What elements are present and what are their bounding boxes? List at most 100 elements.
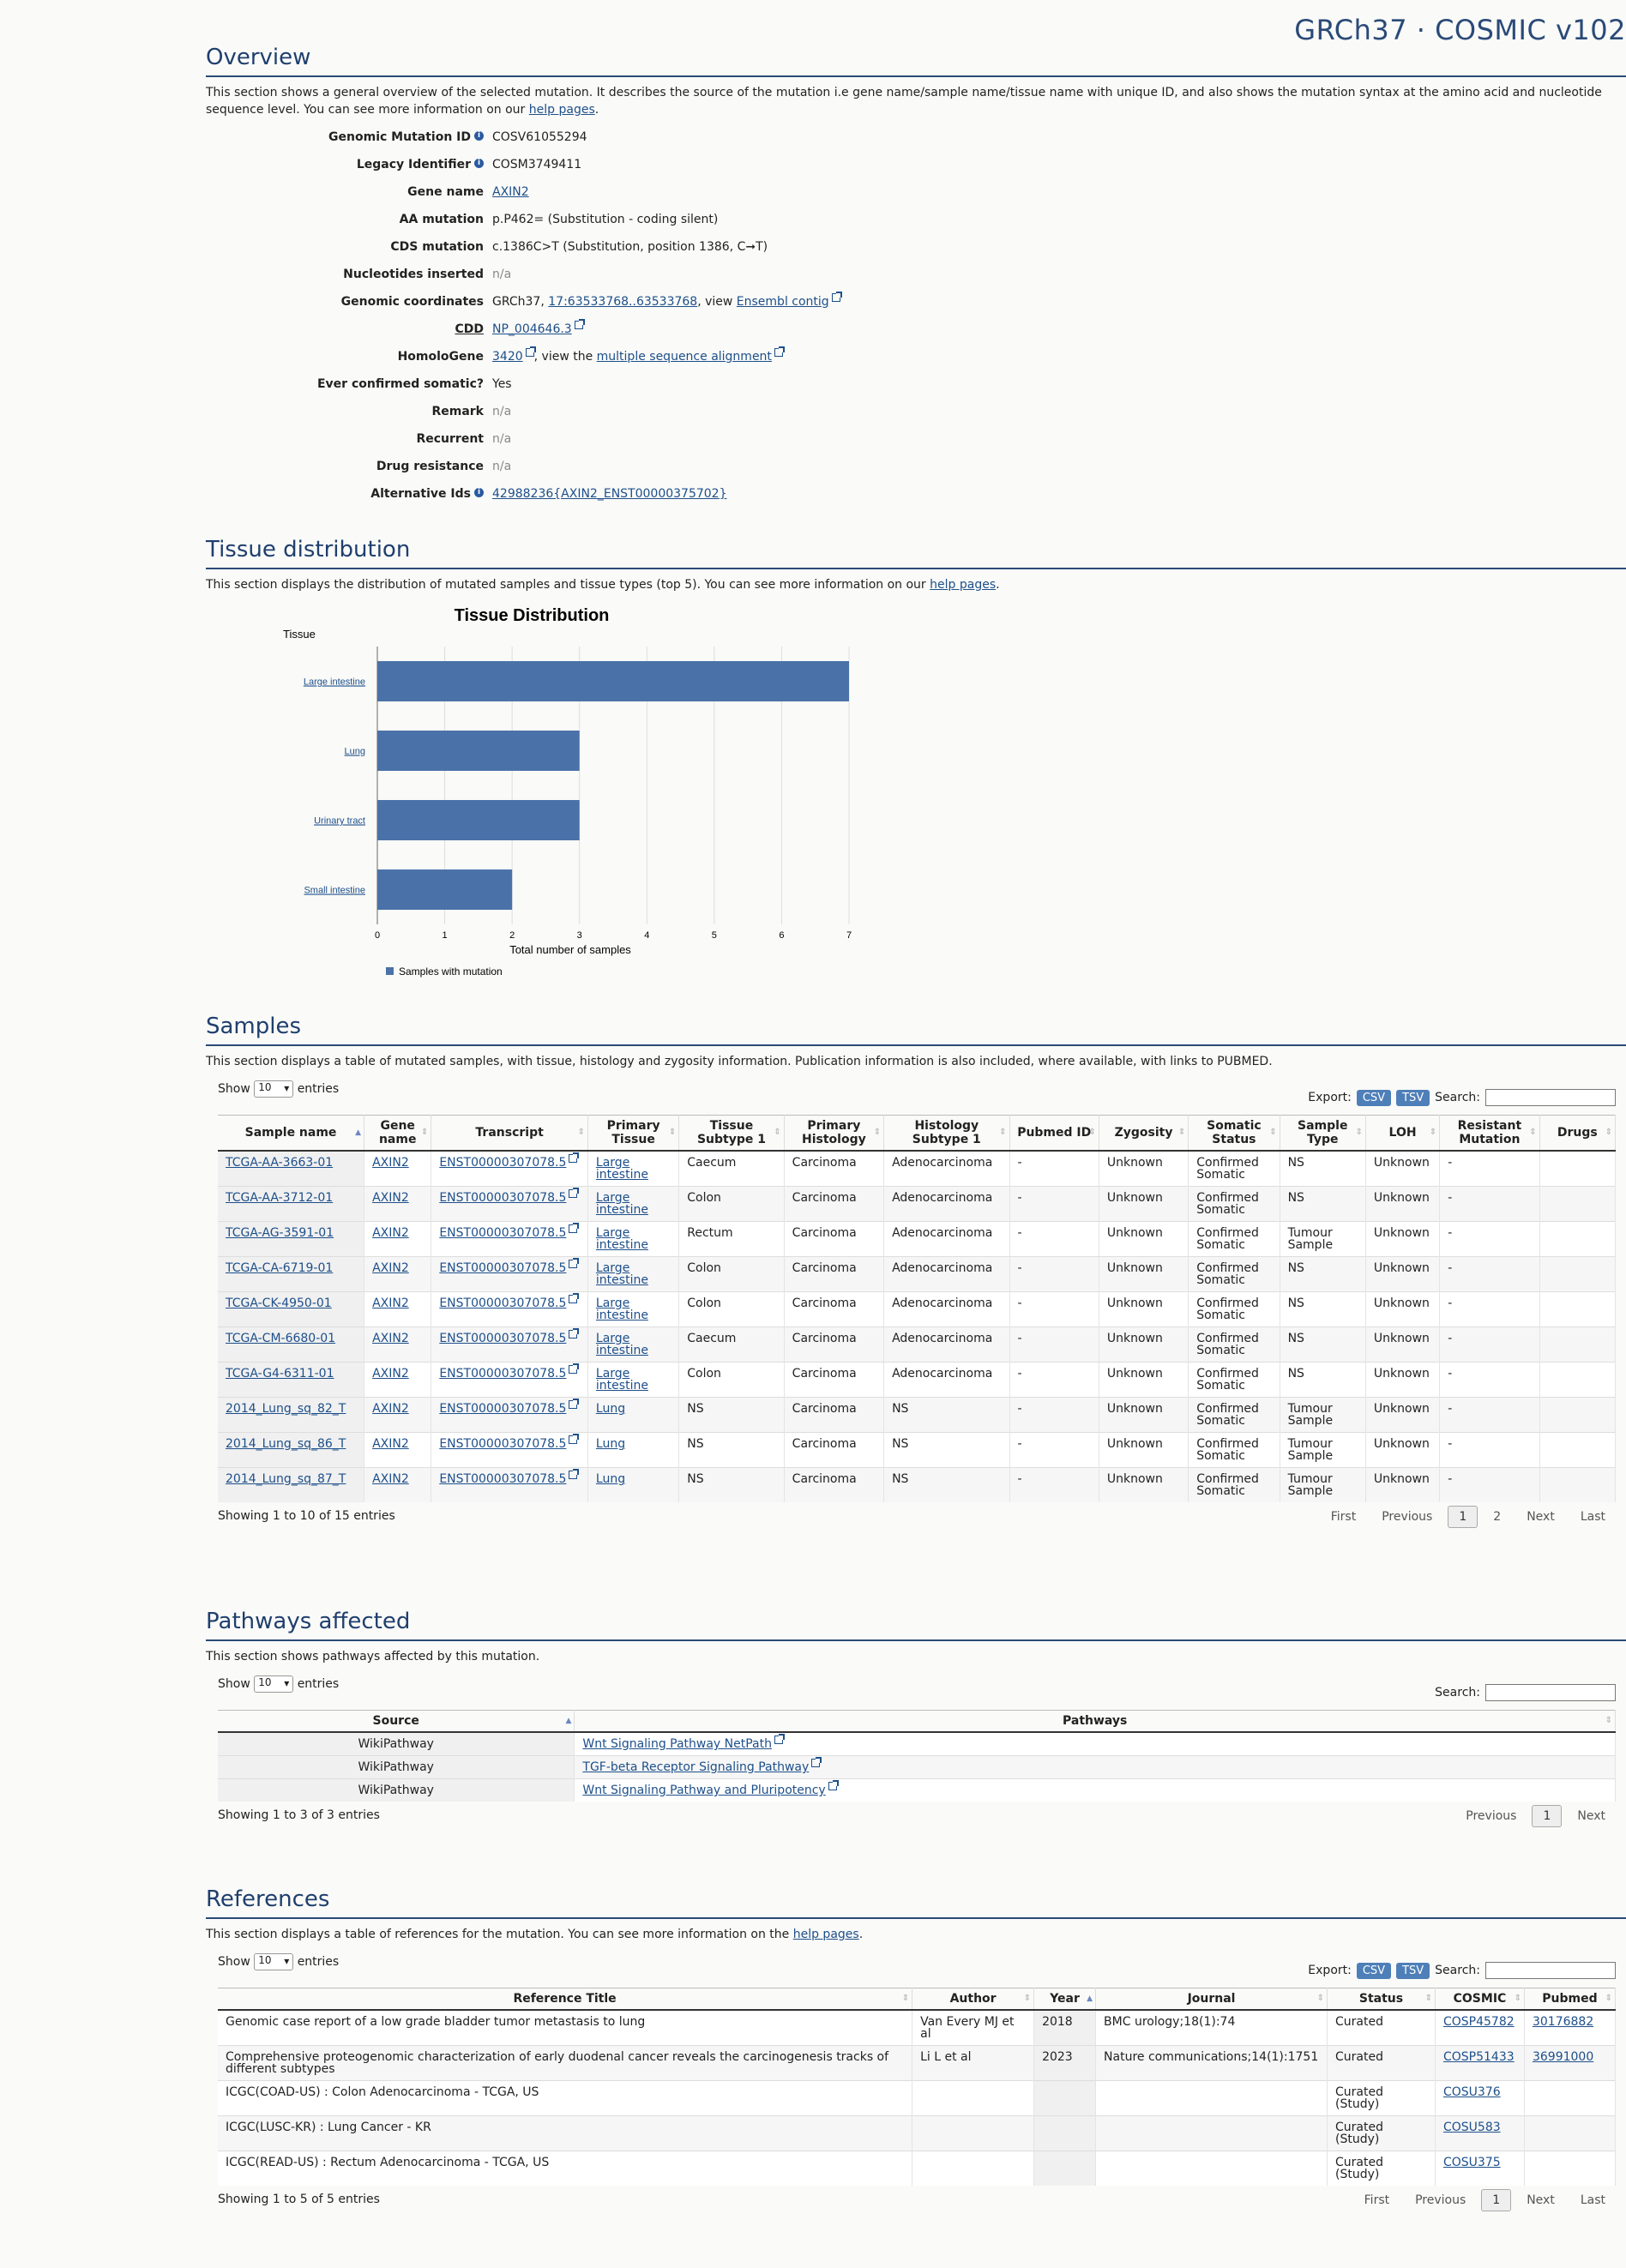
page-next-button[interactable]: Next bbox=[1527, 2193, 1555, 2207]
column-header-primary-histology[interactable]: Primary Histology bbox=[784, 1115, 885, 1152]
column-header-transcript[interactable]: Transcript bbox=[431, 1115, 588, 1152]
cell-link-gene-name[interactable]: AXIN2 bbox=[372, 1191, 409, 1205]
column-header-somatic-status[interactable]: Somatic Status bbox=[1188, 1115, 1280, 1152]
page-1-button[interactable]: 1 bbox=[1448, 1506, 1478, 1528]
cell-link-sample-name[interactable]: TCGA-CA-6719-01 bbox=[226, 1261, 334, 1275]
cell-link-sample-name[interactable]: TCGA-CM-6680-01 bbox=[226, 1332, 336, 1345]
info-icon[interactable]: i bbox=[474, 488, 484, 497]
page-first-button[interactable]: First bbox=[1364, 2193, 1390, 2207]
homologene-link[interactable]: 3420 bbox=[492, 350, 523, 364]
cell-link-transcript[interactable]: ENST00000307078.5 bbox=[439, 1402, 567, 1416]
page-previous-button[interactable]: Previous bbox=[1466, 1809, 1517, 1823]
column-header-year[interactable]: Year bbox=[1033, 1988, 1097, 2011]
y-tick-label[interactable]: Small intestine bbox=[304, 886, 365, 896]
y-tick-label[interactable]: Lung bbox=[345, 747, 365, 757]
page-next-button[interactable]: Next bbox=[1527, 1510, 1555, 1524]
entries-select[interactable]: 10 bbox=[254, 1953, 294, 1970]
page-1-button[interactable]: 1 bbox=[1532, 1805, 1563, 1827]
cell-link-primary-tissue[interactable]: Large intestine bbox=[595, 1191, 648, 1217]
column-header-author[interactable]: Author bbox=[912, 1988, 1035, 2011]
cell-link-gene-name[interactable]: AXIN2 bbox=[372, 1296, 409, 1310]
column-header-sample-name[interactable]: Sample name bbox=[218, 1115, 365, 1152]
column-header-drugs[interactable]: Drugs bbox=[1539, 1115, 1617, 1152]
cell-link-cosmic[interactable]: COSU375 bbox=[1442, 2156, 1501, 2169]
cdd-link[interactable]: NP_004646.3 bbox=[492, 322, 572, 336]
cell-link-gene-name[interactable]: AXIN2 bbox=[372, 1437, 409, 1451]
column-header-histology-subtype-1[interactable]: Histology Subtype 1 bbox=[883, 1115, 1010, 1152]
bar-urinary-tract[interactable] bbox=[377, 800, 580, 840]
cell-link-gene-name[interactable]: AXIN2 bbox=[372, 1402, 409, 1416]
cell-link-pubmed[interactable]: 36991000 bbox=[1532, 2050, 1594, 2064]
y-tick-label[interactable]: Urinary tract bbox=[314, 816, 365, 827]
cell-link-sample-name[interactable]: TCGA-CK-4950-01 bbox=[226, 1296, 332, 1310]
references-search-input[interactable] bbox=[1485, 1962, 1616, 1979]
column-header-zygosity[interactable]: Zygosity bbox=[1099, 1115, 1189, 1152]
info-icon[interactable]: i bbox=[474, 159, 484, 168]
column-header-resistant-mutation[interactable]: Resistant Mutation bbox=[1439, 1115, 1540, 1152]
cell-link-sample-name[interactable]: 2014_Lung_sq_82_T bbox=[226, 1402, 346, 1416]
cell-link-sample-name[interactable]: TCGA-G4-6311-01 bbox=[226, 1367, 334, 1381]
cell-link-primary-tissue[interactable]: Large intestine bbox=[595, 1296, 648, 1322]
bar-small-intestine[interactable] bbox=[377, 869, 513, 910]
cell-link-transcript[interactable]: ENST00000307078.5 bbox=[439, 1226, 567, 1240]
msa-link[interactable]: multiple sequence alignment bbox=[596, 350, 772, 364]
csv-export-button[interactable]: CSV bbox=[1356, 1962, 1392, 1979]
help-pages-link[interactable]: help pages bbox=[930, 578, 997, 592]
page-last-button[interactable]: Last bbox=[1580, 2193, 1605, 2207]
samples-search-input[interactable] bbox=[1485, 1089, 1616, 1106]
y-tick-label[interactable]: Large intestine bbox=[304, 677, 365, 688]
info-icon[interactable]: i bbox=[474, 131, 484, 141]
cell-link-transcript[interactable]: ENST00000307078.5 bbox=[439, 1367, 567, 1381]
cell-link-primary-tissue[interactable]: Large intestine bbox=[595, 1332, 648, 1357]
column-header-pathways[interactable]: Pathways bbox=[574, 1710, 1616, 1733]
column-header-primary-tissue[interactable]: Primary Tissue bbox=[587, 1115, 680, 1152]
cell-link-sample-name[interactable]: TCGA-AG-3591-01 bbox=[226, 1226, 334, 1240]
page-1-button[interactable]: 1 bbox=[1481, 2189, 1512, 2211]
cell-link-transcript[interactable]: ENST00000307078.5 bbox=[439, 1296, 567, 1310]
cell-link-primary-tissue[interactable]: Lung bbox=[595, 1472, 626, 1486]
pathways-search-input[interactable] bbox=[1485, 1684, 1616, 1701]
column-header-journal[interactable]: Journal bbox=[1095, 1988, 1328, 2011]
cell-link-gene-name[interactable]: AXIN2 bbox=[372, 1332, 409, 1345]
cell-link-primary-tissue[interactable]: Large intestine bbox=[595, 1367, 648, 1393]
help-pages-link[interactable]: help pages bbox=[528, 103, 595, 117]
tsv-export-button[interactable]: TSV bbox=[1396, 1089, 1430, 1106]
alternative-ids-link[interactable]: 42988236{AXIN2_ENST00000375702} bbox=[492, 487, 727, 501]
column-header-sample-type[interactable]: Sample Type bbox=[1280, 1115, 1366, 1152]
cell-link-transcript[interactable]: ENST00000307078.5 bbox=[439, 1261, 567, 1275]
csv-export-button[interactable]: CSV bbox=[1356, 1089, 1392, 1106]
entries-select[interactable]: 10 bbox=[254, 1675, 294, 1693]
help-pages-link[interactable]: help pages bbox=[792, 1928, 859, 1941]
entries-select[interactable]: 10 bbox=[254, 1080, 294, 1098]
cell-link-gene-name[interactable]: AXIN2 bbox=[372, 1472, 409, 1486]
cell-link-primary-tissue[interactable]: Large intestine bbox=[595, 1226, 648, 1252]
column-header-cosmic[interactable]: COSMIC bbox=[1435, 1988, 1525, 2011]
cell-link-pubmed[interactable]: 30176882 bbox=[1532, 2015, 1594, 2029]
cell-link-sample-name[interactable]: 2014_Lung_sq_86_T bbox=[226, 1437, 346, 1451]
page-previous-button[interactable]: Previous bbox=[1415, 2193, 1466, 2207]
column-header-loh[interactable]: LOH bbox=[1365, 1115, 1441, 1152]
column-header-reference-title[interactable]: Reference Title bbox=[218, 1988, 913, 2011]
page-first-button[interactable]: First bbox=[1330, 1510, 1357, 1524]
cell-link-gene-name[interactable]: AXIN2 bbox=[372, 1226, 409, 1240]
ensembl-contig-link[interactable]: Ensembl contig bbox=[736, 295, 829, 309]
page-next-button[interactable]: Next bbox=[1577, 1809, 1605, 1823]
cell-link-cosmic[interactable]: COSU583 bbox=[1442, 2121, 1501, 2134]
cell-link-transcript[interactable]: ENST00000307078.5 bbox=[439, 1191, 567, 1205]
column-header-gene-name[interactable]: Gene name bbox=[364, 1115, 432, 1152]
cell-link-primary-tissue[interactable]: Large intestine bbox=[595, 1156, 648, 1182]
cell-link-gene-name[interactable]: AXIN2 bbox=[372, 1261, 409, 1275]
page-last-button[interactable]: Last bbox=[1580, 1510, 1605, 1524]
column-header-tissue-subtype-1[interactable]: Tissue Subtype 1 bbox=[678, 1115, 785, 1152]
column-header-pubmed-id[interactable]: Pubmed ID bbox=[1009, 1115, 1099, 1152]
cell-link-sample-name[interactable]: TCGA-AA-3712-01 bbox=[226, 1191, 334, 1205]
column-header-source[interactable]: Source bbox=[218, 1710, 575, 1733]
cell-link-primary-tissue[interactable]: Lung bbox=[595, 1402, 626, 1416]
cell-link-pathways[interactable]: Wnt Signaling Pathway NetPath bbox=[582, 1737, 772, 1751]
column-header-status[interactable]: Status bbox=[1327, 1988, 1436, 2011]
gene-name-link[interactable]: AXIN2 bbox=[492, 185, 529, 199]
bar-lung[interactable] bbox=[377, 731, 580, 771]
cell-link-pathways[interactable]: TGF-beta Receptor Signaling Pathway bbox=[582, 1760, 810, 1774]
cell-link-transcript[interactable]: ENST00000307078.5 bbox=[439, 1156, 567, 1170]
cell-link-cosmic[interactable]: COSU376 bbox=[1442, 2085, 1501, 2099]
